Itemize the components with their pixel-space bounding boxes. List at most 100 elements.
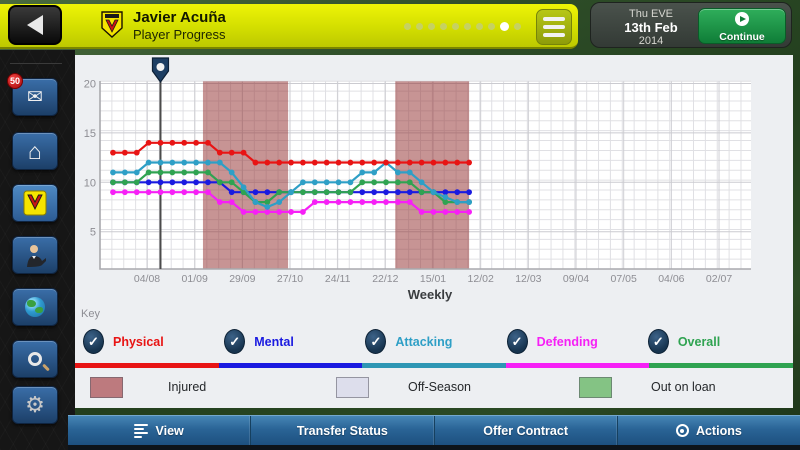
data-point <box>264 204 271 210</box>
data-point <box>181 169 188 176</box>
data-point <box>169 179 176 186</box>
data-point <box>252 159 259 166</box>
play-icon <box>735 12 749 26</box>
pagination-dot[interactable] <box>440 23 447 30</box>
data-point <box>383 199 389 205</box>
actions-target-icon <box>675 424 689 437</box>
sidebar-home-button[interactable]: ⌂ <box>12 132 58 170</box>
menu-button[interactable] <box>536 9 572 45</box>
data-point <box>347 199 354 205</box>
pagination-dot[interactable] <box>488 23 495 30</box>
view-button[interactable]: View <box>68 416 252 445</box>
data-point <box>216 149 223 156</box>
pagination-dot[interactable] <box>500 22 509 31</box>
pagination-dots[interactable] <box>404 22 521 31</box>
transfer-status-button[interactable]: Transfer Status <box>251 416 435 445</box>
checkbox-checked-icon[interactable]: ✓ <box>506 329 528 354</box>
data-point <box>311 199 318 205</box>
legend-swatch-out-on-loan <box>579 377 612 398</box>
data-point <box>264 209 271 215</box>
manager-icon <box>27 245 46 267</box>
data-point <box>466 189 472 196</box>
data-point <box>406 159 413 166</box>
x-tick-label: 24/11 <box>325 273 351 285</box>
data-point <box>383 189 389 196</box>
y-tick-label: 15 <box>84 128 96 140</box>
pagination-dot[interactable] <box>514 23 521 30</box>
sidebar-manager-button[interactable] <box>12 236 58 274</box>
sidebar-world-button[interactable] <box>12 288 58 326</box>
data-point <box>193 139 199 146</box>
key-strip-segment <box>362 363 506 368</box>
sidebar: ✉ 50 ⌂ ⚙ <box>0 50 75 450</box>
pagination-dot[interactable] <box>476 23 483 30</box>
data-point <box>110 189 116 196</box>
key-item-overall[interactable]: ✓ Overall <box>647 329 789 354</box>
key-item-physical[interactable]: ✓ Physical <box>83 329 224 354</box>
key-item-attacking[interactable]: ✓ Attacking <box>365 329 506 354</box>
actions-button[interactable]: Actions <box>618 416 800 445</box>
page-title: Javier Acuña <box>133 9 226 26</box>
data-point <box>181 179 188 186</box>
legend-label: Off-Season <box>408 380 472 394</box>
x-axis-title: Weekly <box>408 287 453 302</box>
bottom-bar-label: View <box>155 423 184 438</box>
pagination-dot[interactable] <box>404 23 411 30</box>
data-point <box>264 159 271 166</box>
data-point <box>430 159 437 166</box>
player-progress-panel: 5 10 15 20 04/08 01/09 29/09 27/10 24/11 22/12 15/… <box>75 55 793 408</box>
bottom-bar-label: Transfer Status <box>296 423 388 438</box>
x-tick-label: 27/10 <box>277 273 303 285</box>
data-point <box>442 209 449 215</box>
continue-button[interactable]: Continue <box>698 8 786 44</box>
data-point <box>371 179 378 186</box>
key-strip-segment <box>218 363 363 368</box>
data-point <box>371 189 378 196</box>
checkbox-checked-icon[interactable]: ✓ <box>365 329 387 354</box>
data-point <box>169 139 176 146</box>
data-point <box>442 194 449 201</box>
inbox-count-badge: 50 <box>7 73 24 89</box>
x-tick-label: 12/03 <box>515 273 541 285</box>
globe-icon <box>25 297 45 317</box>
data-point <box>252 209 259 215</box>
checkbox-checked-icon[interactable]: ✓ <box>224 329 246 354</box>
offer-contract-button[interactable]: Offer Contract <box>435 416 618 445</box>
data-point <box>193 159 199 166</box>
data-point <box>288 209 294 215</box>
back-button[interactable] <box>8 5 62 45</box>
data-point <box>216 179 223 186</box>
checkbox-checked-icon[interactable]: ✓ <box>647 329 669 354</box>
checkbox-checked-icon[interactable]: ✓ <box>83 329 104 354</box>
data-point <box>121 149 128 156</box>
data-point <box>300 209 306 215</box>
sidebar-search-button[interactable] <box>12 340 58 378</box>
data-point <box>406 189 413 196</box>
pagination-dot[interactable] <box>428 23 435 30</box>
pagination-dot[interactable] <box>452 23 459 30</box>
key-item-defending[interactable]: ✓ Defending <box>506 329 648 354</box>
data-point <box>110 169 116 176</box>
data-point <box>145 169 152 176</box>
sidebar-settings-button[interactable]: ⚙ <box>12 386 58 424</box>
data-point <box>347 159 354 166</box>
pagination-dot[interactable] <box>464 23 471 30</box>
search-icon <box>28 352 42 366</box>
pagination-dot[interactable] <box>416 23 423 30</box>
sidebar-club-button[interactable] <box>12 184 58 222</box>
data-point <box>228 169 235 176</box>
data-point <box>228 179 235 186</box>
data-point <box>394 159 401 166</box>
key-item-label: Defending <box>536 334 598 349</box>
key-item-mental[interactable]: ✓ Mental <box>224 329 365 354</box>
data-point <box>383 159 389 166</box>
data-point <box>228 199 235 205</box>
data-point <box>252 199 259 205</box>
progress-chart[interactable]: 5 10 15 20 04/08 01/09 29/09 27/10 24/11 22/12 15/… <box>75 55 793 305</box>
sidebar-inbox-button[interactable]: ✉ 50 <box>7 73 58 116</box>
mail-icon: ✉ <box>27 86 43 108</box>
data-point <box>240 209 247 215</box>
home-icon: ⌂ <box>28 137 42 164</box>
data-point <box>193 169 199 176</box>
data-point <box>133 179 140 186</box>
